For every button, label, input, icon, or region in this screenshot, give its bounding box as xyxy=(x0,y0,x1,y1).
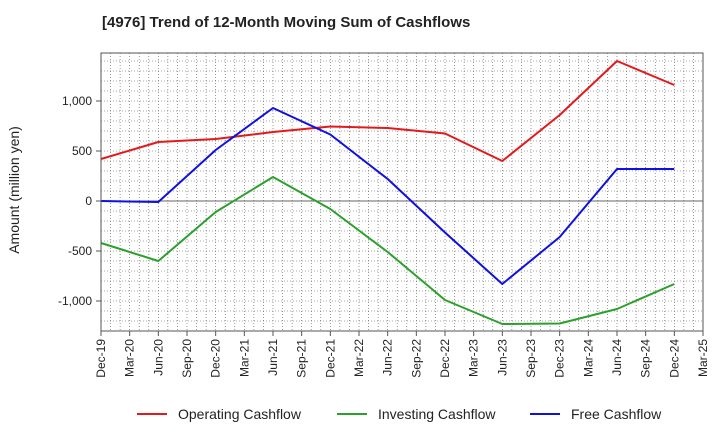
legend: Operating Cashflow Investing Cashflow Free… xyxy=(137,406,662,422)
x-tick-label: Sep-24 xyxy=(639,339,653,378)
x-tick-label: Mar-25 xyxy=(696,339,710,377)
y-tick-label: 0 xyxy=(85,194,92,208)
y-axis: -1,000 -500 0 500 1,000 xyxy=(58,94,101,308)
x-tick-label: Mar-21 xyxy=(237,339,251,377)
series-line-operating-cashflow xyxy=(100,60,675,162)
x-tick-label: Jun-21 xyxy=(266,339,280,376)
x-tick-label: Dec-24 xyxy=(667,339,681,378)
x-tick-label: Jun-20 xyxy=(151,339,165,376)
series-line-free-cashflow xyxy=(100,107,675,285)
legend-label: Operating Cashflow xyxy=(178,406,302,422)
plot-frame xyxy=(100,52,704,332)
x-tick-label: Mar-24 xyxy=(581,339,595,377)
legend-label: Investing Cashflow xyxy=(378,406,496,422)
series-line-investing-cashflow xyxy=(100,176,675,325)
x-tick-label: Dec-21 xyxy=(323,339,337,378)
x-tick-label: Sep-23 xyxy=(524,339,538,378)
x-tick-label: Mar-23 xyxy=(467,339,481,377)
series-layer xyxy=(100,60,675,325)
x-tick-label: Dec-20 xyxy=(209,339,223,378)
y-tick-label: -500 xyxy=(68,244,92,258)
grid xyxy=(100,53,704,332)
y-tick-label: 500 xyxy=(72,144,92,158)
y-tick-label: -1,000 xyxy=(58,294,92,308)
x-tick-label: Jun-23 xyxy=(495,339,509,376)
x-tick-label: Dec-23 xyxy=(553,339,567,378)
y-axis-label: Amount (million yen) xyxy=(6,126,22,254)
x-tick-label: Mar-20 xyxy=(123,339,137,377)
x-tick-label: Sep-22 xyxy=(409,339,423,378)
chart-title: [4976] Trend of 12-Month Moving Sum of C… xyxy=(102,14,471,31)
x-tick-label: Jun-22 xyxy=(381,339,395,376)
y-tick-label: 1,000 xyxy=(62,94,92,108)
x-tick-label: Dec-22 xyxy=(438,339,452,378)
x-tick-label: Jun-24 xyxy=(610,339,624,376)
x-tick-label: Sep-21 xyxy=(295,339,309,378)
x-tick-label: Sep-20 xyxy=(180,339,194,378)
legend-label: Free Cashflow xyxy=(571,406,662,422)
x-axis: Dec-19 Mar-20 Jun-20 Sep-20 Dec-20 Mar-21 Jun-… xyxy=(94,331,710,378)
x-tick-label: Mar-22 xyxy=(352,339,366,377)
x-tick-label: Dec-19 xyxy=(94,339,108,378)
